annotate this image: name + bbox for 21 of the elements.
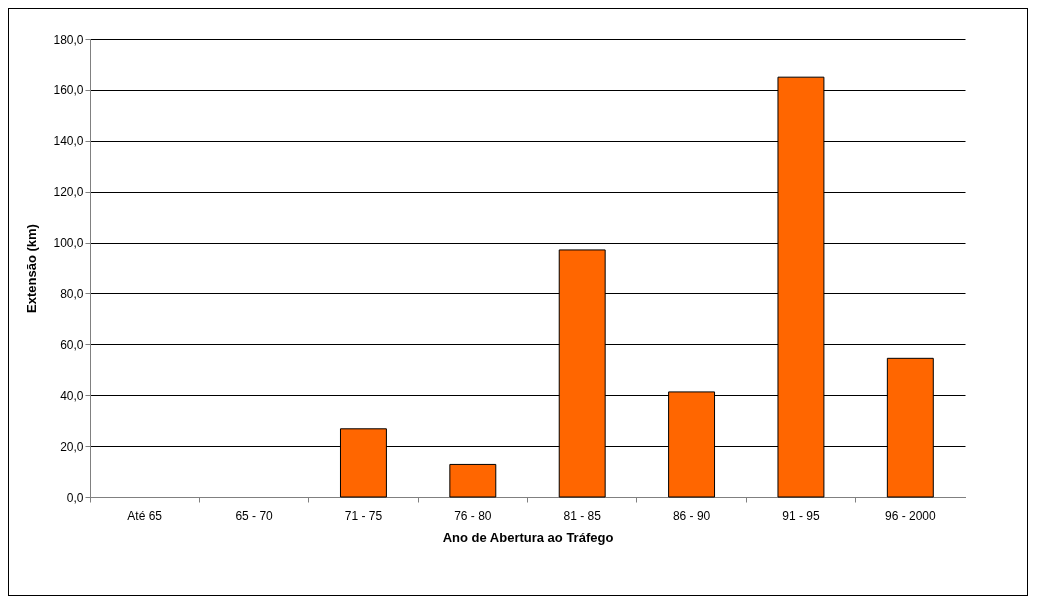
y-tick-label: 20,0 bbox=[60, 439, 84, 454]
x-axis-title: Ano de Abertura ao Tráfego bbox=[442, 529, 614, 545]
x-tick-label: Até 65 bbox=[127, 508, 163, 523]
x-tick-label: 81 - 85 bbox=[563, 508, 602, 523]
x-tick-label: 76 - 80 bbox=[454, 508, 492, 523]
x-tick-label: 86 - 90 bbox=[672, 508, 711, 523]
y-tick-label: 140,0 bbox=[53, 134, 84, 149]
y-tick-label: 160,0 bbox=[53, 83, 84, 98]
y-tick-label: 40,0 bbox=[60, 388, 84, 403]
x-tick-label: 65 - 70 bbox=[235, 508, 274, 523]
x-tick-label: 91 - 95 bbox=[782, 508, 820, 523]
x-tick-label: 71 - 75 bbox=[344, 508, 383, 523]
y-tick-label: 80,0 bbox=[60, 286, 84, 301]
x-tick-label: 96 - 2000 bbox=[884, 508, 936, 523]
bar bbox=[449, 463, 497, 498]
y-tick-label: 0,0 bbox=[66, 490, 84, 505]
y-axis-title: Extensão (km) bbox=[24, 224, 40, 313]
y-tick-label: 100,0 bbox=[53, 236, 84, 251]
y-tick-label: 180,0 bbox=[53, 32, 84, 47]
y-tick-label: 120,0 bbox=[53, 185, 84, 200]
y-tick-label: 60,0 bbox=[60, 337, 84, 352]
